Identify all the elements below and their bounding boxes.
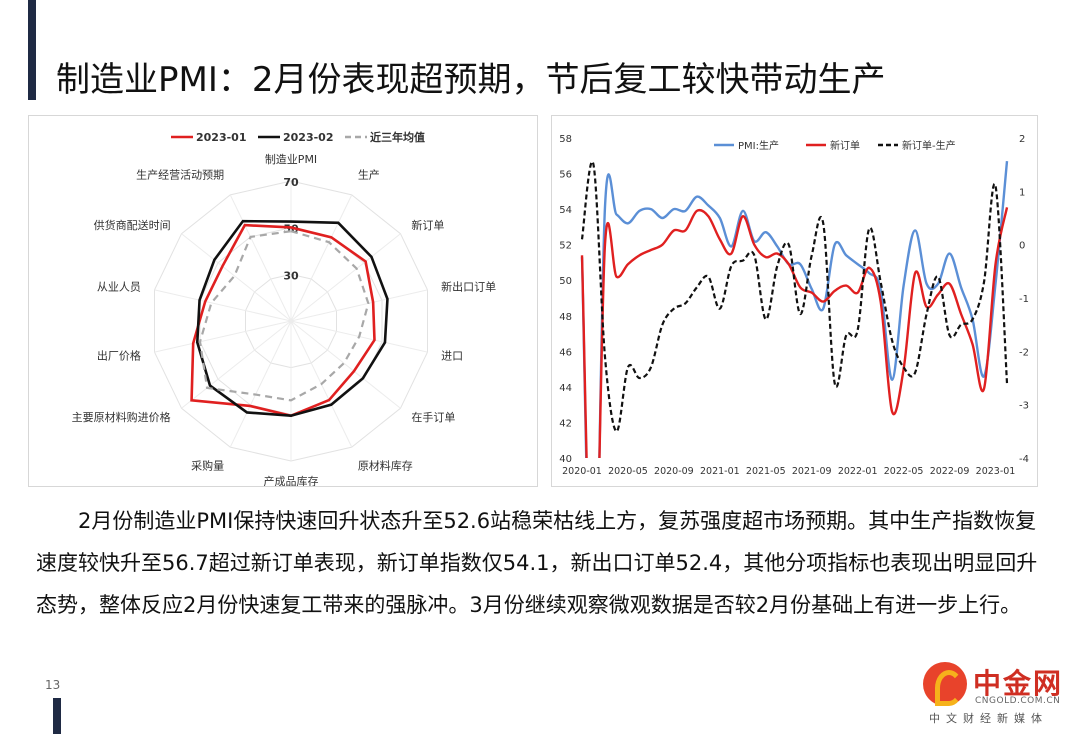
logo-url: CNGOLD.COM.CN: [975, 696, 1061, 706]
left-axis-tick: 50: [559, 276, 572, 287]
right-axis-tick: 1: [1019, 187, 1025, 198]
radar-spoke: [154, 289, 292, 322]
radar-legend-label: 2023-01: [196, 131, 247, 144]
left-axis-tick: 56: [559, 170, 572, 181]
radar-category-label: 新出口订单: [441, 280, 496, 294]
radar-category-label: 采购量: [191, 459, 224, 473]
radar-series-近三年均值: [198, 230, 370, 402]
left-axis-tick: 42: [559, 418, 572, 429]
x-axis-tick: 2021-05: [746, 466, 786, 477]
x-axis-tick: 2021-01: [700, 466, 740, 477]
radar-chart-panel: 30 50 70 制造业PMI 生产 新订单 新出口订单 进口 在手订单 原材料库存 产成品库存 采购…: [28, 115, 538, 488]
radar-category-label: 在手订单: [411, 410, 455, 424]
logo-brand: 中金网: [973, 667, 1064, 700]
radar-axis-tick: 30: [283, 269, 299, 282]
x-axis-tick: 2021-09: [792, 466, 832, 477]
radar-spoke: [290, 289, 428, 322]
line-chart-panel: 40 42 44 46 48 50 52 54 56 58 -4 -3 -2 -1 0 1 2 2020-01 20…: [551, 115, 1038, 487]
series-line-PMI:生产: [580, 160, 1009, 458]
radar-category-label: 生产: [358, 167, 380, 181]
slide-title: 制造业PMI：2月份表现超预期，节后复工较快带动生产: [56, 60, 886, 100]
radar-category-label: 新订单: [411, 218, 444, 232]
x-axis-tick: 2023-01: [976, 466, 1016, 477]
x-axis-tick: 2020-01: [562, 466, 602, 477]
series-line-新订单-生产: [580, 160, 1009, 433]
radar-spoke: [154, 320, 292, 353]
accent-bar-bottom: [53, 698, 61, 734]
radar-spoke: [181, 320, 292, 409]
commentary-paragraph: 2月份制造业PMI保持快速回升状态升至52.6站稳荣枯线上方，复苏强度超市场预期…: [36, 500, 1046, 626]
left-axis-tick: 46: [559, 347, 572, 358]
radar-legend-label: 近三年均值: [370, 130, 425, 144]
line-legend-label: PMI:生产: [738, 139, 779, 152]
x-axis-tick: 2020-05: [608, 466, 648, 477]
radar-chart: 305070制造业PMI生产新订单新出口订单进口在手订单原材料库存产成品库存采购…: [72, 130, 497, 488]
x-axis-tick: 2022-01: [838, 466, 878, 477]
radar-legend-label: 2023-02: [283, 131, 334, 144]
radar-spoke: [290, 320, 401, 409]
line-chart: 40 42 44 46 48 50 52 54 56 58 -4 -3 -2 -1 0 1 2 2020-01 20…: [559, 134, 1029, 477]
left-axis-tick: 44: [559, 383, 572, 394]
left-axis-tick: 40: [559, 454, 572, 465]
right-axis-tick: 0: [1019, 241, 1025, 252]
line-legend-label: 新订单-生产: [902, 139, 956, 152]
radar-category-label: 生产经营活动预期: [136, 167, 224, 181]
series-line-新订单: [580, 207, 1009, 458]
logo-mark-icon: [923, 662, 967, 706]
right-axis-tick: -4: [1019, 454, 1029, 465]
radar-category-label: 主要原材料购进价格: [72, 410, 171, 424]
radar-series-2023-02: [195, 219, 389, 418]
right-axis-tick: 2: [1019, 134, 1025, 145]
page-number: 13: [45, 678, 61, 692]
radar-category-label: 出厂价格: [97, 348, 141, 362]
radar-spoke: [290, 233, 401, 322]
radar-category-label: 制造业PMI: [265, 152, 317, 166]
x-axis-tick: 2022-09: [930, 466, 970, 477]
cngold-logo: 中金网 CNGOLD.COM.CN 中文财经新媒体: [915, 662, 1075, 726]
left-axis-tick: 58: [559, 134, 572, 145]
radar-category-label: 供货商配送时间: [94, 218, 171, 232]
right-axis-tick: -1: [1019, 294, 1029, 305]
radar-spoke: [181, 233, 292, 322]
accent-bar-top: [28, 0, 36, 100]
right-axis-tick: -3: [1019, 401, 1029, 412]
radar-category-label: 原材料库存: [358, 459, 413, 473]
radar-spoke: [229, 194, 292, 322]
left-axis-tick: 48: [559, 312, 572, 323]
x-axis-tick: 2022-05: [884, 466, 924, 477]
radar-spoke: [290, 194, 353, 322]
left-axis-tick: 54: [559, 205, 572, 216]
line-legend-label: 新订单: [830, 139, 860, 152]
left-axis-tick: 52: [559, 241, 572, 252]
plot-area: [580, 160, 1009, 458]
commentary-text: 2月份制造业PMI保持快速回升状态升至52.6站稳荣枯线上方，复苏强度超市场预期…: [36, 509, 1038, 617]
radar-axis-tick: 70: [283, 176, 299, 189]
radar-category-label: 进口: [441, 349, 463, 362]
radar-spoke: [229, 320, 292, 448]
x-axis-tick: 2020-09: [654, 466, 694, 477]
right-axis-tick: -2: [1019, 347, 1029, 358]
logo-tagline: 中文财经新媒体: [929, 712, 1048, 725]
radar-category-label: 从业人员: [97, 281, 141, 294]
radar-category-label: 产成品库存: [264, 474, 319, 486]
